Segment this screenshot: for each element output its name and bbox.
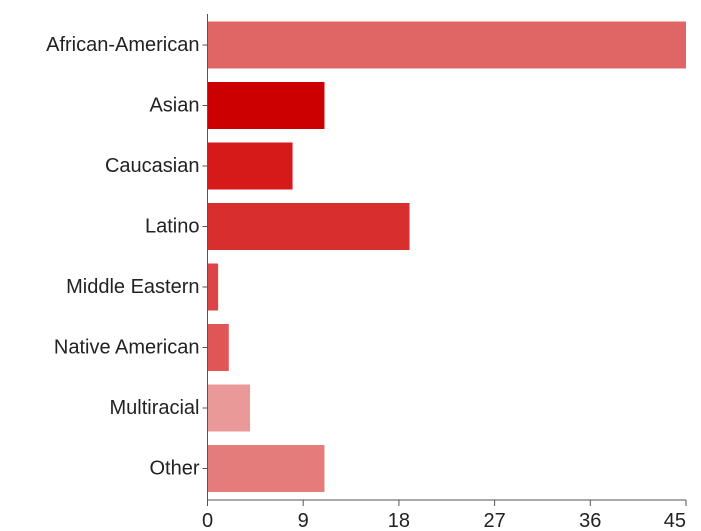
bar-latino <box>207 203 410 250</box>
bar-native-american <box>207 324 229 371</box>
x-tick-label-9: 9 <box>298 510 309 531</box>
x-ticks-group: 0 9 18 27 36 45 <box>202 500 687 531</box>
axes-group <box>207 14 686 501</box>
category-labels-group: African-American Asian Caucasian Latino Midd… <box>46 34 200 480</box>
bars-group <box>207 21 686 492</box>
category-label-african-american: African-American <box>46 34 199 56</box>
bar-middle-eastern <box>207 263 219 311</box>
category-label-native-american: Native American <box>54 337 200 359</box>
category-label-asian: Asian <box>149 95 199 117</box>
category-label-multiracial: Multiracial <box>109 397 199 419</box>
x-tick-label-0: 0 <box>202 510 213 531</box>
category-label-other: Other <box>149 458 199 480</box>
bar-multiracial <box>207 384 251 432</box>
x-tick-label-27: 27 <box>483 510 505 531</box>
x-tick-label-36: 36 <box>579 510 601 531</box>
x-tick-label-18: 18 <box>388 510 410 531</box>
bar-caucasian <box>207 142 293 190</box>
x-tick-label-45: 45 <box>664 510 686 531</box>
category-label-caucasian: Caucasian <box>105 155 200 177</box>
category-label-latino: Latino <box>145 216 200 238</box>
y-ticks-group <box>202 44 208 469</box>
category-label-middle-eastern: Middle Eastern <box>66 276 199 298</box>
bar-asian <box>207 82 325 129</box>
bar-other <box>207 445 325 492</box>
bar-african-american <box>207 21 686 69</box>
